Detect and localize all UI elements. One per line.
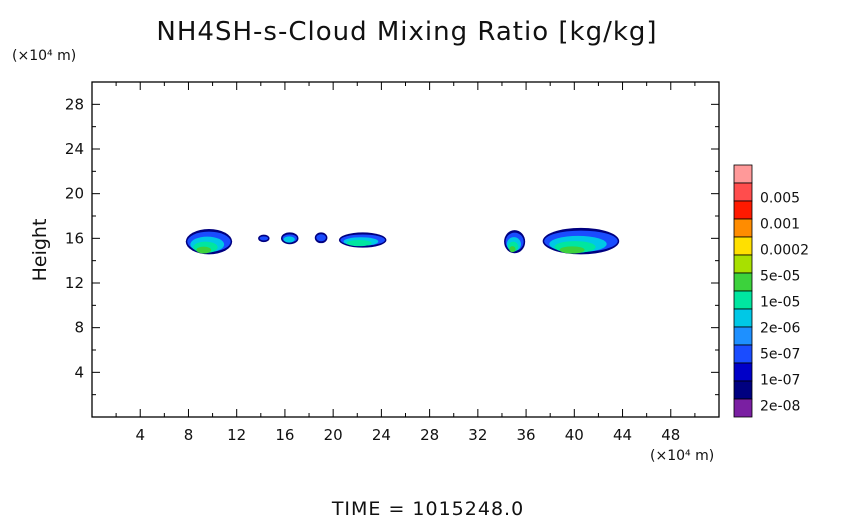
colorbar-label: 5e-05 [760, 268, 800, 284]
x-unit-label: (×10⁴ m) [650, 448, 714, 464]
colorbar-label: 2e-08 [760, 398, 800, 414]
colorbar-swatch [733, 398, 753, 418]
x-tick-label: 40 [565, 426, 584, 444]
colorbar-swatch [733, 344, 753, 364]
colorbar: 0.005 0.001 0.0002 5e-05 1e-05 2e-06 5e-07 1e-0… [733, 164, 809, 418]
cloud-level-2e-06 [346, 239, 372, 247]
colorbar-label: 2e-06 [760, 320, 800, 336]
x-tick-label: 12 [227, 426, 246, 444]
y-tick-label: 20 [65, 185, 84, 203]
y-tick-label: 12 [65, 274, 84, 292]
x-tick-label: 48 [661, 426, 680, 444]
colorbar-label: 1e-07 [760, 372, 800, 388]
x-tick-label: 16 [275, 426, 294, 444]
y-tick-label: 28 [65, 95, 84, 113]
colorbar-swatch [733, 200, 753, 220]
colorbar-swatch [733, 326, 753, 346]
x-tick-label: 20 [324, 426, 343, 444]
y-tick-label: 16 [65, 229, 84, 247]
colorbar-swatch [733, 362, 753, 382]
cloud-level-1e-07 [316, 234, 326, 242]
cloud-regions [185, 227, 620, 255]
y-unit-label: (×10⁴ m) [12, 48, 76, 64]
plot-frame [91, 81, 720, 418]
cloud-level-5e-07 [283, 236, 295, 243]
time-footer: TIME = 1015248.0 [331, 498, 524, 519]
cloud-level-1e-05 [509, 246, 516, 253]
colorbar-swatch [733, 218, 753, 238]
colorbar-label: 0.0002 [760, 242, 809, 258]
colorbar-swatch [733, 380, 753, 400]
colorbar-swatch [733, 308, 753, 328]
x-tick-label: 24 [372, 426, 391, 444]
colorbar-swatch [733, 236, 753, 256]
colorbar-label: 0.005 [760, 190, 800, 206]
cloud-level-1e-07 [259, 236, 269, 241]
colorbar-swatch [733, 164, 753, 184]
x-tick-label: 36 [517, 426, 536, 444]
chart-title: NH4SH-s-Cloud Mixing Ratio [kg/kg] [156, 17, 657, 47]
colorbar-swatch [733, 290, 753, 310]
y-tick-label: 8 [74, 319, 84, 337]
x-tick-label: 8 [184, 426, 194, 444]
cloud-level-1e-05 [196, 246, 212, 254]
y-tick-label: 24 [65, 140, 84, 158]
colorbar-swatch [733, 272, 753, 292]
colorbar-swatch [733, 254, 753, 274]
x-tick-label: 44 [613, 426, 632, 444]
colorbar-label: 0.001 [760, 216, 800, 232]
colorbar-label: 5e-07 [760, 346, 800, 362]
colorbar-label: 1e-05 [760, 294, 800, 310]
cloud-level-1e-05 [559, 246, 585, 254]
x-tick-label: 32 [468, 426, 487, 444]
y-axis-label: Height [29, 219, 51, 282]
colorbar-swatch [733, 182, 753, 202]
y-tick-label: 4 [74, 363, 84, 381]
plot-ticks [92, 82, 719, 417]
x-tick-label: 28 [420, 426, 439, 444]
x-tick-label: 4 [135, 426, 145, 444]
